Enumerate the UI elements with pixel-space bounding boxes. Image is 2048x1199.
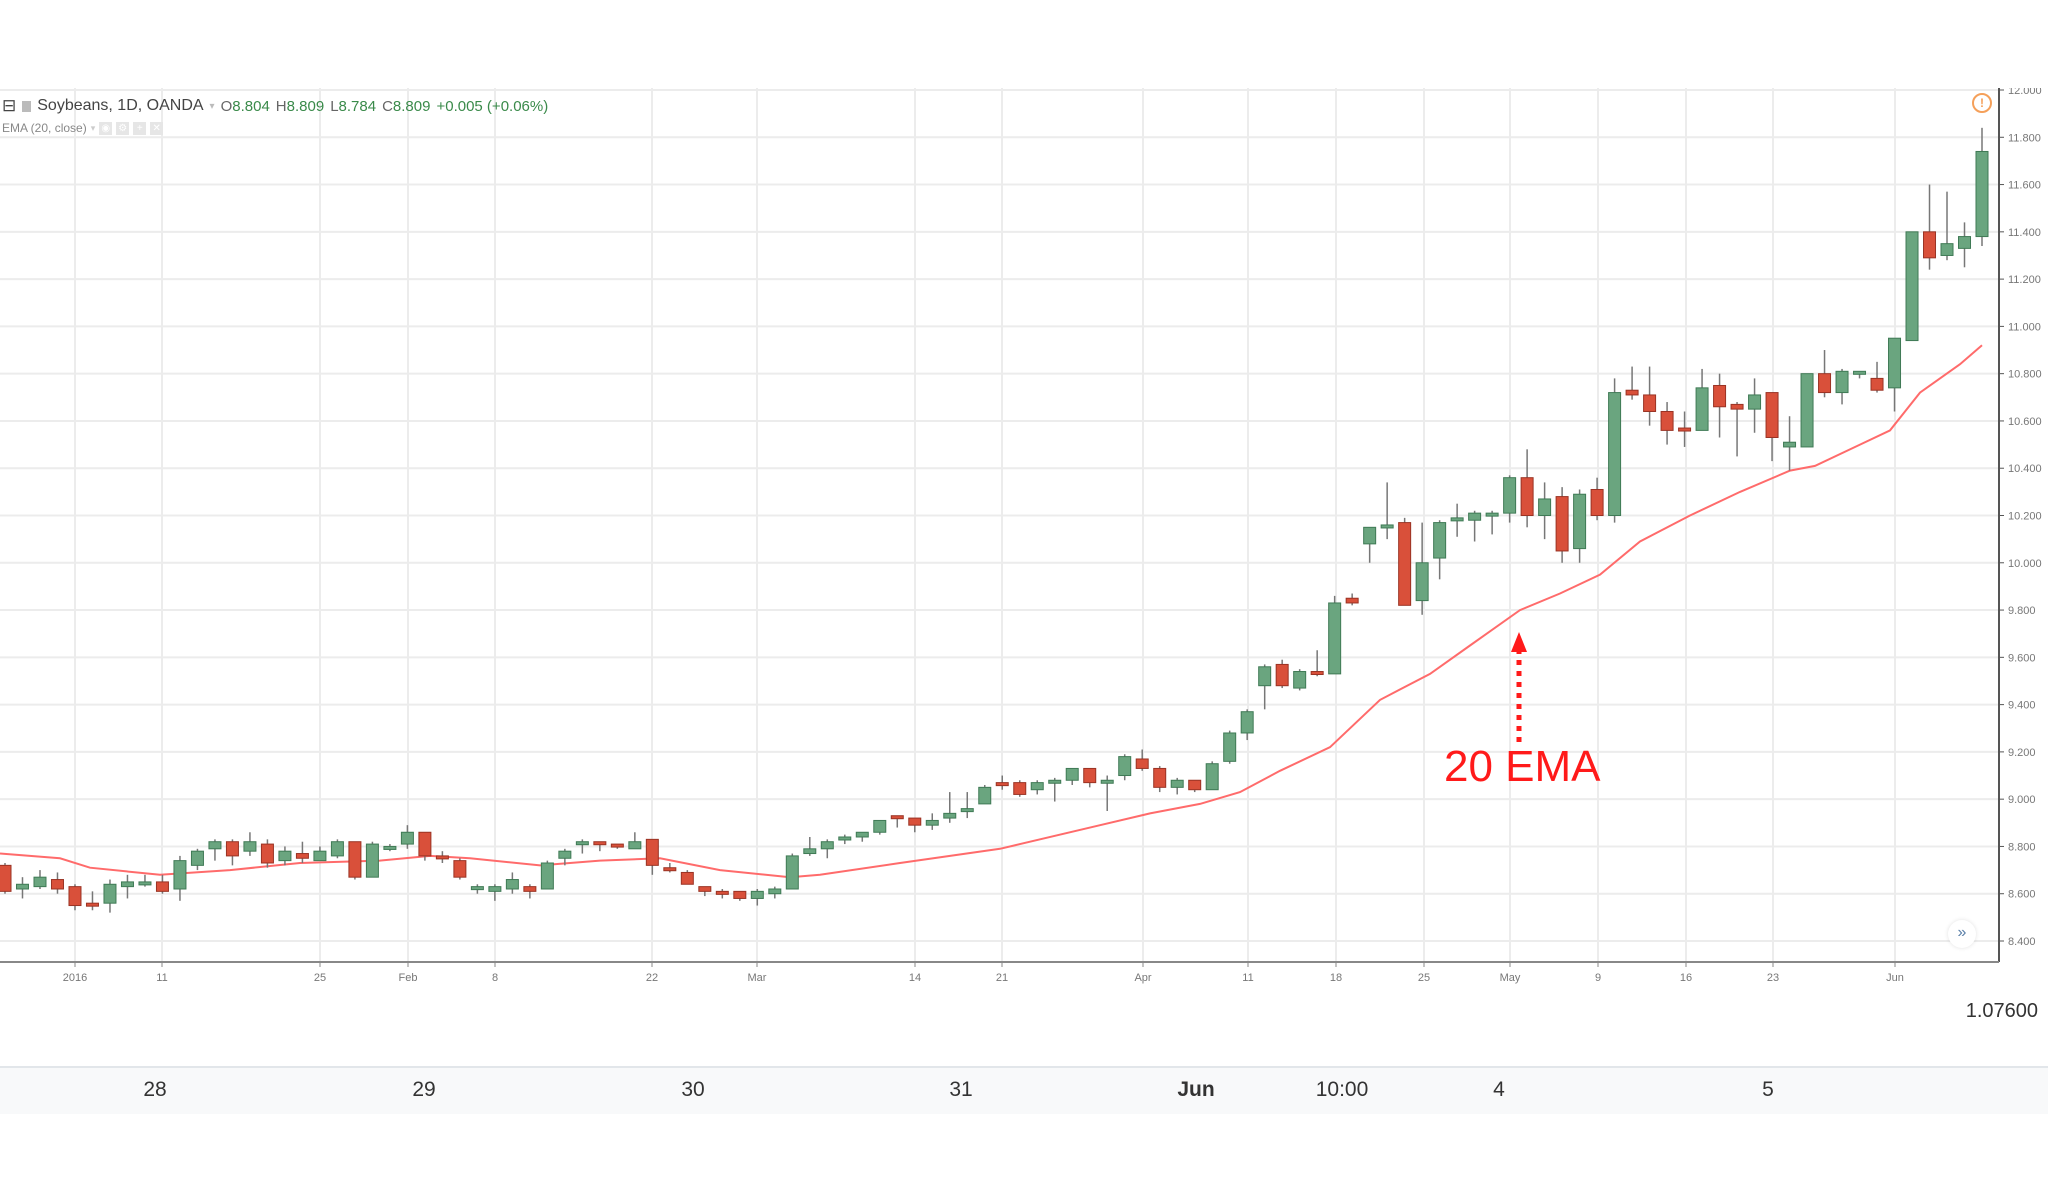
symbol-legend[interactable]: ⊟ Soybeans, 1D, OANDA ▾ O8.804 H8.809 L8… <box>2 96 548 116</box>
svg-text:10.800: 10.800 <box>2008 369 2042 381</box>
svg-text:14: 14 <box>909 972 921 984</box>
svg-text:10.200: 10.200 <box>2008 511 2042 523</box>
collapse-icon[interactable]: ⊟ <box>2 96 17 115</box>
price-axis[interactable]: 12.000 11.800 11.600 11.400 11.200 11.000 10.8… <box>1998 88 2048 962</box>
svg-text:9.200: 9.200 <box>2008 747 2036 759</box>
symbol-title[interactable]: Soybeans, 1D, OANDA <box>37 97 204 114</box>
ohlc-low: L8.784 <box>330 97 377 115</box>
svg-text:16: 16 <box>1680 972 1692 984</box>
ohlc-high: H8.809 <box>275 97 325 115</box>
bottom-time-axis[interactable]: 28 29 30 31 Jun 10:00 4 5 <box>0 1066 2048 1114</box>
svg-text:22: 22 <box>646 972 658 984</box>
svg-text:23: 23 <box>1767 972 1779 984</box>
svg-text:25: 25 <box>314 972 326 984</box>
scroll-to-realtime-icon[interactable]: » <box>1948 920 1976 948</box>
svg-text:9: 9 <box>1595 972 1601 984</box>
close-icon[interactable]: ✕ <box>150 121 164 135</box>
plus-icon[interactable]: + <box>133 121 147 135</box>
annotation-label: 20 EMA <box>1444 742 1601 791</box>
time-label: 31 <box>949 1078 973 1101</box>
svg-text:8.600: 8.600 <box>2008 889 2036 901</box>
time-label: 29 <box>412 1078 436 1101</box>
svg-text:8.800: 8.800 <box>2008 841 2036 853</box>
svg-text:9.400: 9.400 <box>2008 700 2036 712</box>
svg-text:9.000: 9.000 <box>2008 794 2036 806</box>
time-label: 4 <box>1493 1078 1505 1101</box>
chevron-down-icon[interactable]: ▾ <box>209 100 215 112</box>
time-axis[interactable]: 2016 11 25 Feb 8 22 Mar 14 21 Apr 11 18 25 May 9 16 23 Ju… <box>0 961 1999 984</box>
warning-icon[interactable]: ! <box>1972 93 1992 113</box>
svg-text:9.800: 9.800 <box>2008 605 2036 617</box>
eye-icon[interactable]: ◉ <box>99 121 113 135</box>
svg-text:11.600: 11.600 <box>2008 180 2041 192</box>
svg-text:Apr: Apr <box>1134 972 1151 984</box>
chevron-down-icon[interactable]: ▾ <box>90 122 96 133</box>
indicator-legend[interactable]: EMA (20, close) ▾ ◉ ⚙ + ✕ <box>2 121 164 135</box>
price-label: 1.07600 <box>1965 1000 2038 1022</box>
candles <box>0 127 1989 913</box>
svg-text:Mar: Mar <box>748 972 767 984</box>
svg-text:11: 11 <box>1242 972 1253 984</box>
svg-text:18: 18 <box>1330 972 1342 984</box>
svg-text:11.800: 11.800 <box>2008 132 2041 144</box>
time-label: 5 <box>1762 1078 1774 1101</box>
svg-text:11.200: 11.200 <box>2008 274 2041 286</box>
svg-text:2016: 2016 <box>63 972 87 984</box>
svg-text:11.000: 11.000 <box>2008 321 2041 333</box>
svg-text:Jun: Jun <box>1886 972 1904 984</box>
time-label: 30 <box>681 1078 705 1101</box>
chart-area[interactable]: 12.000 11.800 11.600 11.400 11.200 11.000 10.8… <box>0 88 2048 1112</box>
svg-text:25: 25 <box>1418 972 1430 984</box>
svg-text:21: 21 <box>996 972 1008 984</box>
svg-text:8.400: 8.400 <box>2008 936 2036 948</box>
svg-text:9.600: 9.600 <box>2008 652 2036 664</box>
symbol-color-icon <box>22 100 32 112</box>
svg-text:11.400: 11.400 <box>2008 227 2041 239</box>
svg-text:11: 11 <box>156 972 167 984</box>
svg-text:12.000: 12.000 <box>2008 88 2042 97</box>
svg-text:10.600: 10.600 <box>2008 416 2042 428</box>
svg-text:10.000: 10.000 <box>2008 558 2042 570</box>
svg-text:10.400: 10.400 <box>2008 463 2042 475</box>
svg-text:Feb: Feb <box>399 972 418 984</box>
indicator-title[interactable]: EMA (20, close) <box>2 121 87 135</box>
ema-line <box>0 344 1983 879</box>
svg-text:8: 8 <box>492 972 498 984</box>
time-label: Jun <box>1177 1078 1215 1101</box>
time-label: 10:00 <box>1315 1078 1369 1101</box>
ohlc-open: O8.804 <box>220 97 270 115</box>
time-label: 28 <box>143 1078 167 1101</box>
annotation-arrow-icon <box>1511 632 1527 742</box>
svg-text:May: May <box>1500 972 1521 984</box>
candlestick-chart[interactable]: 12.000 11.800 11.600 11.400 11.200 11.000 10.8… <box>0 88 2048 1112</box>
ohlc-change: +0.005 (+0.06%) <box>436 97 549 115</box>
gear-icon[interactable]: ⚙ <box>116 121 130 135</box>
ohlc-close: C8.809 <box>382 97 431 115</box>
grid <box>0 88 1999 962</box>
